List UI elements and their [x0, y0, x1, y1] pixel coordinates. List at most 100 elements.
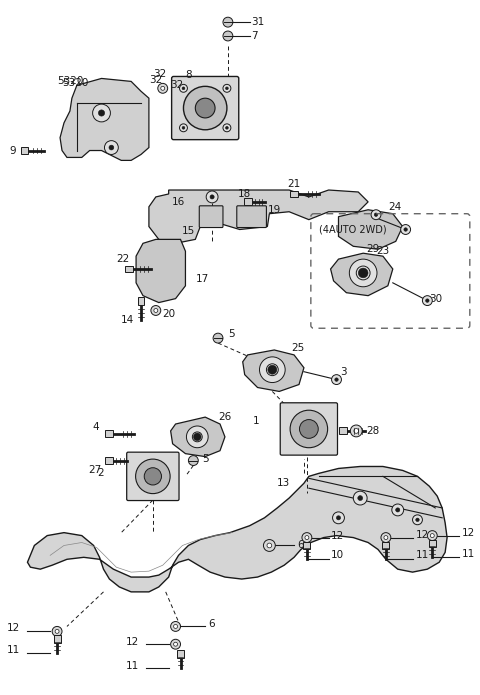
Circle shape	[430, 534, 434, 537]
Polygon shape	[60, 79, 149, 161]
Text: 6: 6	[208, 619, 215, 630]
Polygon shape	[149, 190, 368, 243]
Text: 16: 16	[172, 197, 185, 207]
Circle shape	[183, 86, 227, 130]
Circle shape	[206, 191, 218, 203]
Text: 31: 31	[252, 17, 265, 27]
Text: 12: 12	[462, 528, 475, 538]
Text: 28: 28	[366, 426, 379, 436]
Text: 11: 11	[462, 549, 475, 559]
Circle shape	[358, 496, 362, 500]
Circle shape	[223, 31, 233, 41]
Text: 5320: 5320	[62, 79, 88, 88]
Circle shape	[353, 491, 367, 505]
Text: 12: 12	[7, 623, 21, 633]
Text: 5: 5	[202, 454, 209, 464]
FancyBboxPatch shape	[127, 452, 179, 500]
Polygon shape	[338, 210, 403, 250]
Bar	[244, 198, 252, 205]
Circle shape	[371, 210, 381, 220]
Text: 21: 21	[288, 179, 300, 189]
Text: 3: 3	[340, 367, 347, 377]
Bar	[21, 147, 28, 154]
Circle shape	[350, 425, 362, 437]
Bar	[54, 635, 60, 643]
Text: 2: 2	[97, 468, 104, 478]
Circle shape	[270, 368, 275, 372]
Circle shape	[195, 98, 215, 118]
Circle shape	[174, 625, 178, 628]
Circle shape	[336, 516, 341, 520]
Circle shape	[226, 87, 228, 90]
Circle shape	[396, 508, 400, 512]
Text: 4: 4	[93, 422, 99, 432]
Circle shape	[109, 145, 114, 150]
Text: 26: 26	[218, 412, 231, 422]
Text: 25: 25	[291, 343, 304, 353]
Circle shape	[161, 86, 165, 90]
Text: 18: 18	[238, 189, 252, 199]
Circle shape	[182, 87, 185, 90]
Circle shape	[290, 410, 328, 448]
FancyBboxPatch shape	[237, 206, 266, 227]
Text: 1: 1	[253, 416, 260, 426]
Text: 6: 6	[297, 541, 304, 550]
Circle shape	[226, 126, 228, 129]
Bar	[303, 541, 311, 550]
Circle shape	[195, 435, 199, 439]
Bar	[177, 650, 184, 658]
Circle shape	[210, 195, 214, 199]
FancyBboxPatch shape	[199, 206, 223, 227]
Bar	[383, 541, 389, 550]
Bar	[429, 539, 436, 548]
Circle shape	[354, 429, 359, 433]
Text: 12: 12	[126, 637, 139, 647]
Text: (4AUTO 2WD): (4AUTO 2WD)	[319, 224, 386, 234]
Circle shape	[302, 532, 312, 543]
Circle shape	[55, 630, 59, 633]
Text: 15: 15	[182, 227, 195, 236]
Text: 11: 11	[126, 661, 139, 671]
Text: 19: 19	[267, 205, 281, 215]
Text: 12: 12	[416, 530, 429, 539]
Circle shape	[268, 366, 277, 374]
Circle shape	[98, 110, 105, 116]
Circle shape	[381, 532, 391, 543]
Circle shape	[332, 375, 341, 384]
Text: 5320: 5320	[57, 76, 84, 86]
Text: 8: 8	[185, 70, 192, 81]
FancyBboxPatch shape	[280, 403, 337, 455]
Circle shape	[193, 433, 201, 441]
Circle shape	[422, 295, 432, 306]
Circle shape	[264, 539, 276, 551]
Text: 20: 20	[163, 309, 176, 320]
Text: 10: 10	[331, 550, 344, 560]
Circle shape	[374, 213, 378, 216]
Circle shape	[213, 333, 223, 343]
FancyBboxPatch shape	[172, 76, 239, 140]
Circle shape	[356, 266, 370, 280]
Circle shape	[192, 432, 202, 442]
Bar	[339, 427, 348, 434]
Text: 5: 5	[228, 329, 235, 339]
Circle shape	[151, 306, 161, 316]
Circle shape	[182, 126, 185, 129]
Circle shape	[361, 270, 366, 275]
Circle shape	[384, 536, 388, 539]
Text: 22: 22	[116, 254, 130, 264]
Text: 7: 7	[252, 31, 258, 41]
Bar	[125, 265, 133, 272]
Text: 32: 32	[170, 81, 184, 90]
Polygon shape	[136, 239, 185, 302]
Bar	[106, 457, 113, 464]
Polygon shape	[243, 350, 304, 391]
Circle shape	[223, 17, 233, 27]
Text: 11: 11	[7, 645, 21, 655]
Circle shape	[170, 639, 180, 649]
Circle shape	[392, 504, 404, 516]
Circle shape	[180, 84, 187, 92]
Circle shape	[404, 228, 408, 231]
Circle shape	[180, 124, 187, 132]
Polygon shape	[331, 253, 393, 295]
Circle shape	[158, 83, 168, 93]
